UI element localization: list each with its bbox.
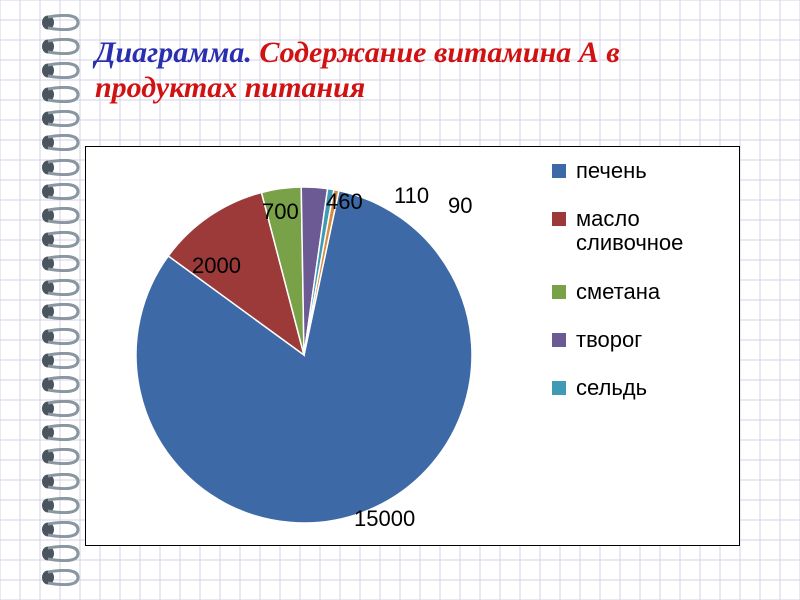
legend-label: печень <box>576 159 647 183</box>
binding-ring <box>38 134 82 151</box>
legend-item: сельдь <box>552 376 727 400</box>
binding-ring <box>38 473 82 490</box>
legend-swatch <box>552 285 566 299</box>
legend: печень масло сливочное сметана творог сельдь <box>552 159 727 424</box>
legend-item: творог <box>552 328 727 352</box>
legend-item: масло сливочное <box>552 207 727 255</box>
binding-ring <box>38 279 82 296</box>
binding-ring <box>38 497 82 514</box>
binding-ring <box>38 521 82 538</box>
binding-ring <box>38 400 82 417</box>
legend-swatch <box>552 212 566 226</box>
slide-title: Диаграмма. Содержание витамина А в проду… <box>95 36 735 105</box>
data-label: 90 <box>448 193 472 219</box>
title-word-diagram: Диаграмма <box>95 36 244 69</box>
legend-item: печень <box>552 159 727 183</box>
binding-ring <box>38 303 82 320</box>
binding-ring <box>38 376 82 393</box>
data-label: 2000 <box>192 253 241 279</box>
data-label: 15000 <box>354 506 415 532</box>
binding-ring <box>38 255 82 272</box>
binding-ring <box>38 207 82 224</box>
legend-label: творог <box>576 328 642 352</box>
pie-chart <box>124 175 484 535</box>
data-label: 700 <box>262 199 299 225</box>
binding-ring <box>38 62 82 79</box>
data-label: 110 <box>394 183 429 209</box>
binding-ring <box>38 110 82 127</box>
spiral-binding <box>38 0 82 600</box>
legend-swatch <box>552 381 566 395</box>
pie-svg <box>124 175 484 535</box>
binding-ring <box>38 159 82 176</box>
notebook-page: Диаграмма. Содержание витамина А в проду… <box>0 0 800 600</box>
binding-ring <box>38 86 82 103</box>
legend-label: сельдь <box>576 376 647 400</box>
binding-ring <box>38 545 82 562</box>
binding-ring <box>38 448 82 465</box>
binding-ring <box>38 38 82 55</box>
title-dot: . <box>244 36 259 69</box>
legend-swatch <box>552 164 566 178</box>
binding-ring <box>38 424 82 441</box>
binding-ring <box>38 352 82 369</box>
legend-swatch <box>552 333 566 347</box>
legend-label: сметана <box>576 280 660 304</box>
chart-container: печень масло сливочное сметана творог сельдь… <box>85 146 740 546</box>
binding-ring <box>38 231 82 248</box>
legend-item: сметана <box>552 280 727 304</box>
binding-ring <box>38 569 82 586</box>
binding-ring <box>38 14 82 31</box>
binding-ring <box>38 328 82 345</box>
binding-ring <box>38 183 82 200</box>
data-label: 460 <box>326 189 363 215</box>
legend-label: масло сливочное <box>576 207 727 255</box>
